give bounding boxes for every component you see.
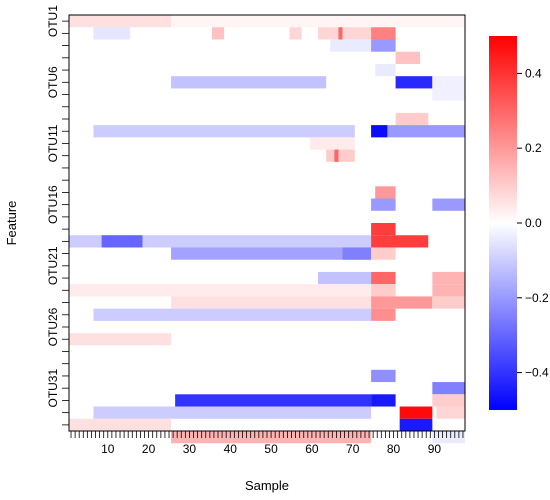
heatmap-cell xyxy=(289,27,302,40)
y-tick-label: OTU31 xyxy=(46,369,60,408)
heatmap-cell xyxy=(395,76,433,89)
x-tick-label: 30 xyxy=(183,442,197,456)
y-tick-label: OTU1 xyxy=(46,5,60,37)
heatmap-cell xyxy=(69,235,372,248)
heatmap-cell xyxy=(371,308,396,321)
heatmap-cell xyxy=(395,112,429,126)
x-axis-title: Sample xyxy=(245,478,289,493)
y-tick-label: OTU11 xyxy=(46,124,60,162)
heatmap-cell xyxy=(371,198,396,211)
heatmap-cell xyxy=(432,284,465,297)
heatmap-cell xyxy=(93,308,372,321)
x-tick-label: 50 xyxy=(264,442,278,456)
heatmap-cell xyxy=(171,296,372,309)
heatmap-cell xyxy=(371,369,396,383)
heatmap-cell xyxy=(93,27,131,40)
colorbar-tick-label: −0.2 xyxy=(525,291,549,305)
heatmap-cell xyxy=(334,149,339,162)
heatmap-cells xyxy=(69,15,465,444)
heatmap-cell xyxy=(371,394,396,407)
x-tick-label: 10 xyxy=(101,442,115,456)
heatmap-cell xyxy=(371,271,396,285)
x-tick-label: 20 xyxy=(142,442,156,456)
heatmap-cell xyxy=(69,284,372,297)
x-axis: 10 20 30 40 50 60 70 80 90 xyxy=(69,430,465,456)
heatmap-cell xyxy=(371,27,396,40)
heatmap-cell xyxy=(387,125,465,138)
heatmap-cell xyxy=(432,76,465,89)
heatmap-cell xyxy=(93,406,372,419)
heatmap-cell xyxy=(375,186,396,199)
heatmap-cell xyxy=(342,247,372,260)
heatmap-cell xyxy=(101,235,143,248)
heatmap-cell xyxy=(436,406,465,419)
heatmap-cell xyxy=(93,125,355,138)
heatmap-cell xyxy=(395,51,421,64)
heatmap-cell xyxy=(399,406,433,419)
heatmap-cell xyxy=(432,198,465,211)
heatmap-cell xyxy=(432,431,465,444)
heatmap-cell xyxy=(371,296,433,309)
heatmap-cell xyxy=(375,63,396,77)
y-tick-label: OTU26 xyxy=(46,307,60,346)
heatmap-cell xyxy=(309,137,355,150)
y-tick-label: OTU6 xyxy=(46,66,60,98)
colorbar-gradient xyxy=(489,36,517,410)
heatmap-cell xyxy=(371,223,396,236)
heatmap-cell xyxy=(69,418,172,431)
heatmap-cell xyxy=(69,15,172,28)
heatmap-cell xyxy=(432,88,465,101)
y-tick-label: OTU16 xyxy=(46,185,60,224)
colorbar-tick-label: 0.0 xyxy=(525,216,542,230)
heatmap-cell xyxy=(338,27,343,40)
heatmap-cell xyxy=(171,247,372,260)
colorbar-tick-label: −0.4 xyxy=(525,366,549,380)
x-tick-label: 40 xyxy=(224,442,238,456)
heatmap-cell xyxy=(171,15,465,28)
heatmap-cell xyxy=(371,247,396,260)
heatmap-cell xyxy=(318,271,372,285)
heatmap-cell xyxy=(330,39,372,52)
heatmap-cell xyxy=(326,149,355,162)
colorbar-tick-label: 0.4 xyxy=(525,66,542,80)
heatmap-cell xyxy=(371,125,388,138)
heatmap-cell xyxy=(371,284,396,297)
colorbar-tick-label: 0.2 xyxy=(525,141,542,155)
x-tick-label: 60 xyxy=(305,442,319,456)
heatmap-cell xyxy=(399,418,433,431)
heatmap-cell xyxy=(432,382,465,395)
x-tick-label: 80 xyxy=(387,442,401,456)
y-axis: OTU1 OTU6 OTU11 OTU16 OTU21 OTU26 OTU31 xyxy=(46,5,70,431)
heatmap-cell xyxy=(371,235,429,248)
heatmap-cell xyxy=(371,39,396,52)
colorbar: 0.4 0.2 0.0 −0.2 −0.4 xyxy=(489,36,549,410)
heatmap-cell xyxy=(432,296,465,309)
heatmap-cell xyxy=(432,394,465,407)
y-tick-label: OTU21 xyxy=(46,246,60,285)
heatmap-cell xyxy=(175,394,372,407)
heatmap-cell xyxy=(432,271,465,285)
x-tick-label: 90 xyxy=(428,442,442,456)
heatmap-cell xyxy=(211,27,225,40)
x-tick-label: 70 xyxy=(346,442,360,456)
heatmap-cell xyxy=(69,333,172,346)
heatmap-cell xyxy=(318,27,372,40)
heatmap-cell xyxy=(171,76,327,89)
y-axis-title: Feature xyxy=(4,201,19,246)
